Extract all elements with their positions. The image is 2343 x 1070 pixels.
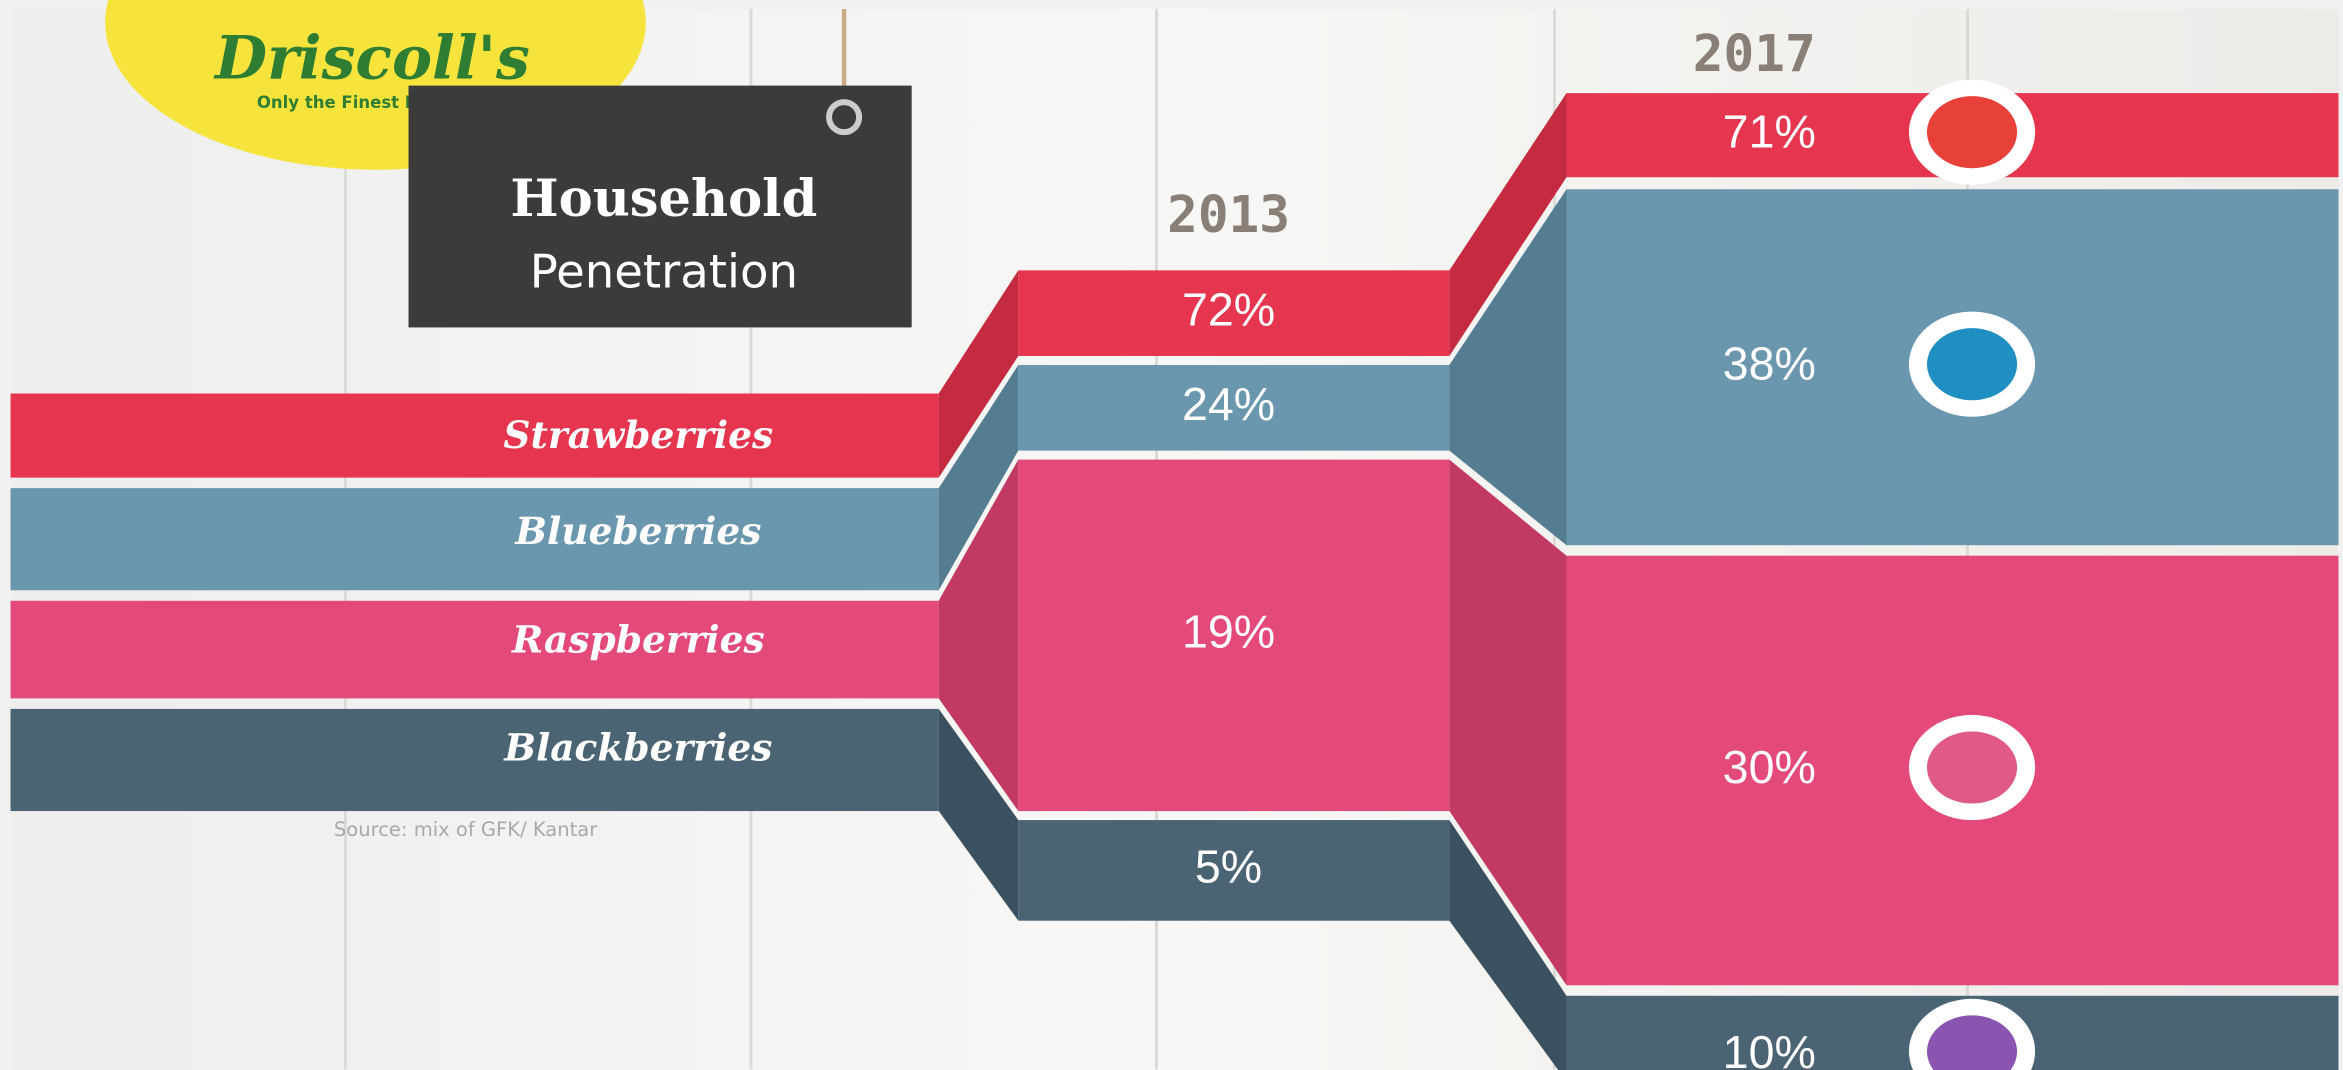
percent-2017: 38% xyxy=(1723,338,1816,390)
berry-name: Blackberries xyxy=(503,725,772,769)
percent-2013: 24% xyxy=(1182,378,1275,430)
ribbon-left xyxy=(11,601,939,699)
infographic: Driscoll's Only the Finest Berries™ Hous… xyxy=(0,0,2343,1070)
percent-2017: 30% xyxy=(1723,741,1816,793)
percent-2013: 19% xyxy=(1182,606,1275,658)
sign-title: Household xyxy=(510,169,817,229)
berry-name: Blueberries xyxy=(514,509,761,553)
source: Source: mix of GFK/ Kantar xyxy=(334,818,598,841)
page: {"brand": {"name": "Driscoll's", "taglin… xyxy=(0,0,2343,1070)
ribbon-left xyxy=(11,394,939,478)
ribbon-left xyxy=(11,488,939,590)
berry-name: Strawberries xyxy=(503,413,773,457)
year-label: 2013 xyxy=(1167,186,1290,245)
sign-subtitle: Penetration xyxy=(530,244,798,298)
percent-2017: 71% xyxy=(1723,105,1816,157)
berry-icon xyxy=(1927,328,2017,400)
brand-name: Driscoll's xyxy=(213,24,530,94)
percent-2017: 10% xyxy=(1723,1026,1816,1070)
berry-icon xyxy=(1927,96,2017,168)
berry-name: Raspberries xyxy=(511,617,765,661)
berry-icon xyxy=(1927,731,2017,803)
year-label: 2017 xyxy=(1693,25,1816,84)
percent-2013: 5% xyxy=(1195,841,1262,893)
percent-2013: 72% xyxy=(1182,283,1275,335)
ribbon-left xyxy=(11,709,939,811)
